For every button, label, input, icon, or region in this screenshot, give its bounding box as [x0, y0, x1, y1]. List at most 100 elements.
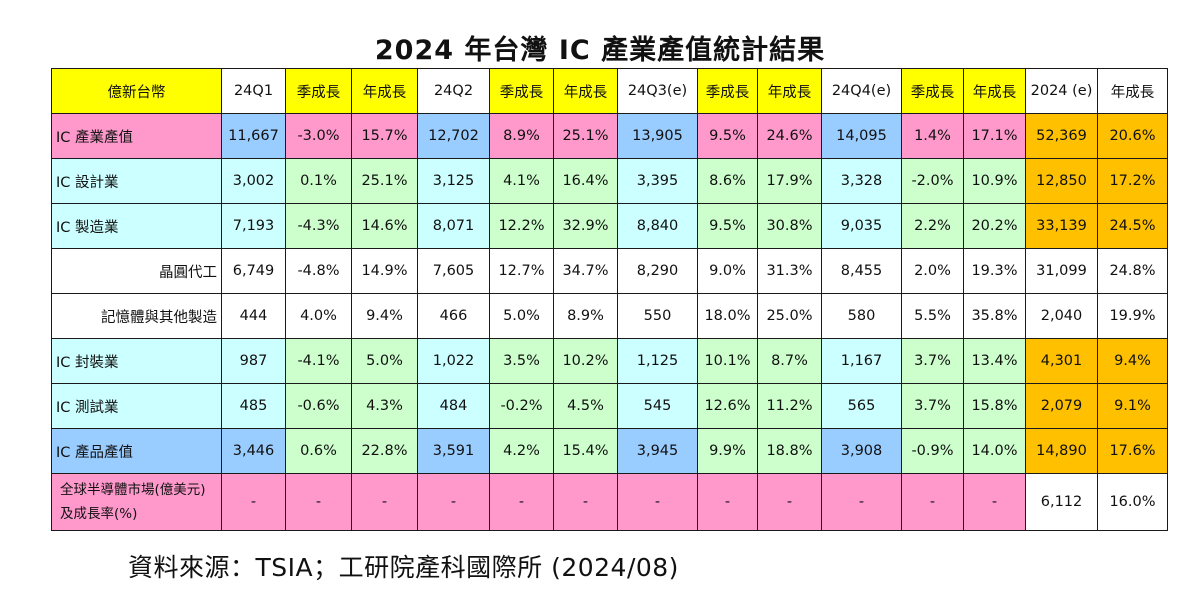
row-ic-packaging: IC 封裝業 987 -4.1% 5.0% 1,022 3.5% 10.2% 1,125 10.… — [51, 338, 1168, 384]
table-cell: 10.1% — [697, 338, 758, 384]
table-cell: 11,667 — [221, 113, 286, 159]
table-cell: 4.5% — [553, 383, 618, 429]
header-cell: 24Q2 — [417, 68, 490, 114]
table-cell: 8,840 — [617, 203, 698, 249]
table-cell: 52,369 — [1025, 113, 1098, 159]
table-cell: 2,079 — [1025, 383, 1098, 429]
header-cell: 年成長 — [351, 68, 418, 114]
table-cell: 9.0% — [697, 248, 758, 294]
row-foundry: 晶圓代工 6,749 -4.8% 14.9% 7,605 12.7% 34.7% 8,290 9… — [51, 248, 1168, 294]
row-label: IC 製造業 — [51, 203, 222, 249]
header-cell: 年成長 — [553, 68, 618, 114]
table-cell: 11.2% — [757, 383, 822, 429]
table-cell: 8.9% — [489, 113, 554, 159]
table-cell: 3.7% — [901, 383, 964, 429]
table-cell: 9.4% — [351, 293, 418, 339]
table-cell: 20.6% — [1097, 113, 1168, 159]
table-cell: - — [963, 473, 1026, 531]
table-cell: 19.9% — [1097, 293, 1168, 339]
table-cell: 2.0% — [901, 248, 964, 294]
table-cell: 7,193 — [221, 203, 286, 249]
row-label: IC 產業產值 — [51, 113, 222, 159]
header-cell: 年成長 — [757, 68, 822, 114]
table-cell: 987 — [221, 338, 286, 384]
table-cell: 3,002 — [221, 158, 286, 204]
table-cell: 32.9% — [553, 203, 618, 249]
table-cell: - — [553, 473, 618, 531]
page-title: 2024 年台灣 IC 產業產值統計結果 — [374, 35, 826, 66]
row-label: 晶圓代工 — [51, 248, 222, 294]
table-cell: 12.6% — [697, 383, 758, 429]
table-cell: 7,605 — [417, 248, 490, 294]
table-cell: 3.7% — [901, 338, 964, 384]
table-cell: 8.7% — [757, 338, 822, 384]
table-cell: 444 — [221, 293, 286, 339]
table-cell: 31.3% — [757, 248, 822, 294]
header-unit-cell: 億新台幣 — [51, 68, 222, 114]
table-cell: 31,099 — [1025, 248, 1098, 294]
table-cell: 2,040 — [1025, 293, 1098, 339]
table-cell: 3,125 — [417, 158, 490, 204]
table-cell: 15.7% — [351, 113, 418, 159]
table-cell: - — [221, 473, 286, 531]
table-cell: - — [697, 473, 758, 531]
table-cell: - — [489, 473, 554, 531]
table-cell: 35.8% — [963, 293, 1026, 339]
table-cell: 30.8% — [757, 203, 822, 249]
source-note: 資料來源：TSIA；工研院產科國際所 (2024/08) — [128, 553, 679, 582]
table-cell: 565 — [821, 383, 902, 429]
table-cell: 12,702 — [417, 113, 490, 159]
table-cell: 13,905 — [617, 113, 698, 159]
table-cell: - — [417, 473, 490, 531]
table-cell: 9.5% — [697, 113, 758, 159]
table-cell: 5.0% — [489, 293, 554, 339]
table-cell: 9.1% — [1097, 383, 1168, 429]
table-cell: 4.1% — [489, 158, 554, 204]
table-cell: 8,071 — [417, 203, 490, 249]
row-ic-product: IC 產品產值 3,446 0.6% 22.8% 3,591 4.2% 15.4% 3,945… — [51, 428, 1168, 474]
table-cell: 25.1% — [553, 113, 618, 159]
table-cell: 17.2% — [1097, 158, 1168, 204]
row-label: IC 產品產值 — [51, 428, 222, 474]
table-cell: 8.6% — [697, 158, 758, 204]
table-cell: - — [757, 473, 822, 531]
table-cell: 24.8% — [1097, 248, 1168, 294]
table-cell: -4.1% — [285, 338, 352, 384]
table-cell: 3,591 — [417, 428, 490, 474]
table-cell: 485 — [221, 383, 286, 429]
table-cell: 15.8% — [963, 383, 1026, 429]
row-label: IC 測試業 — [51, 383, 222, 429]
table-cell: 484 — [417, 383, 490, 429]
table-cell: 22.8% — [351, 428, 418, 474]
row-memory-other: 記憶體與其他製造 444 4.0% 9.4% 466 5.0% 8.9% 550 18.0% 25… — [51, 293, 1168, 339]
table-cell: 10.9% — [963, 158, 1026, 204]
row-label: 記憶體與其他製造 — [51, 293, 222, 339]
table-cell: 16.4% — [553, 158, 618, 204]
table-cell: 17.9% — [757, 158, 822, 204]
table-cell: 3,908 — [821, 428, 902, 474]
table-cell: 580 — [821, 293, 902, 339]
table-cell: - — [821, 473, 902, 531]
table-cell: 12.7% — [489, 248, 554, 294]
table-cell: 8.9% — [553, 293, 618, 339]
row-label: IC 設計業 — [51, 158, 222, 204]
table-cell: 12.2% — [489, 203, 554, 249]
table-cell: -2.0% — [901, 158, 964, 204]
table-cell: -0.9% — [901, 428, 964, 474]
header-cell: 24Q4(e) — [821, 68, 902, 114]
table-cell: -4.3% — [285, 203, 352, 249]
table-cell: 0.1% — [285, 158, 352, 204]
table-cell: 5.5% — [901, 293, 964, 339]
table-cell: 4,301 — [1025, 338, 1098, 384]
table-cell: 14.6% — [351, 203, 418, 249]
table-cell: 3,446 — [221, 428, 286, 474]
table-cell: 10.2% — [553, 338, 618, 384]
table-cell: 9.4% — [1097, 338, 1168, 384]
header-cell: 年成長 — [1097, 68, 1168, 114]
ic-output-table: 億新台幣 24Q1 季成長 年成長 24Q2 季成長 年成長 24Q3(e) 季成長 年成長 24Q… — [51, 68, 1168, 531]
table-cell: 5.0% — [351, 338, 418, 384]
table-cell: 4.2% — [489, 428, 554, 474]
row-ic-design: IC 設計業 3,002 0.1% 25.1% 3,125 4.1% 16.4% 3,395 8… — [51, 158, 1168, 204]
table-cell: 18.0% — [697, 293, 758, 339]
row-global-market: 全球半導體市場(億美元)及成長率(%) - - - - - - - - - - - -6,112 16.0… — [51, 473, 1168, 531]
